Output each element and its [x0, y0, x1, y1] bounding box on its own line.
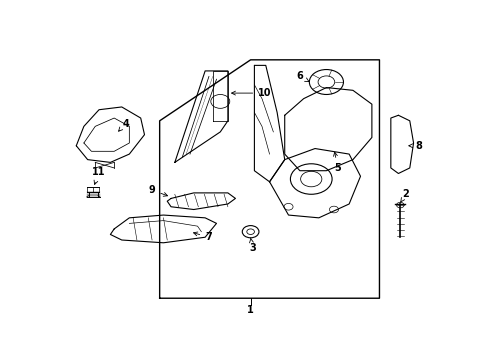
Text: 6: 6 — [296, 72, 308, 82]
Text: 8: 8 — [408, 141, 422, 151]
Text: 4: 4 — [119, 118, 129, 131]
Text: 3: 3 — [248, 238, 255, 253]
Text: 1: 1 — [247, 305, 253, 315]
Text: 5: 5 — [333, 152, 341, 173]
Text: 10: 10 — [231, 88, 271, 98]
Text: 11: 11 — [92, 167, 105, 184]
Text: 7: 7 — [193, 232, 211, 242]
Text: 2: 2 — [400, 189, 408, 202]
Text: 9: 9 — [148, 185, 167, 196]
